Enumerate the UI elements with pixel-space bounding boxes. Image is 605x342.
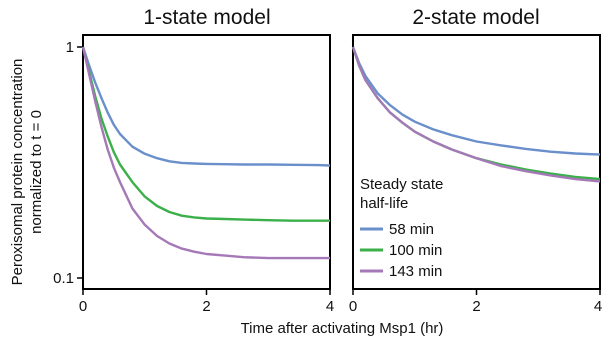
series-line-1state-100min: [81, 46, 330, 222]
x-axis-label: Time after activating Msp1 (hr): [241, 320, 444, 337]
legend-label-143min: 143 min: [389, 263, 442, 280]
x-tick-label-2state-0: 0: [349, 298, 357, 315]
series-line-2state-143min: [351, 46, 601, 183]
y-tick-label-1: 1: [66, 39, 74, 56]
chart-title-1state: 1-state model: [143, 6, 270, 29]
legend-label-58min: 58 min: [389, 221, 434, 238]
x-tick-label-2state-2: 2: [472, 298, 480, 315]
legend-label-100min: 100 min: [389, 242, 442, 259]
y-axis-label: Peroxisomal protein concentration normal…: [9, 59, 45, 286]
series-line-2state-58min: [351, 46, 601, 156]
series-lines-1state: [81, 46, 331, 260]
y-tick-label-0.1: 0.1: [53, 270, 74, 287]
legend: Steady state half-life 58 min 100 min 14…: [360, 176, 443, 280]
x-tick-label-1state-4: 4: [326, 298, 334, 315]
y-axis-label-line2: normalized to t = 0: [28, 110, 45, 234]
chart-title-2state: 2-state model: [412, 6, 539, 29]
legend-title-line2: half-life: [360, 195, 408, 212]
x-tick-label-1state-0: 0: [79, 298, 87, 315]
y-axis-label-line1: Peroxisomal protein concentration: [9, 59, 26, 286]
x-tick-label-1state-2: 2: [202, 298, 210, 315]
series-line-1state-58min: [81, 46, 331, 167]
legend-title-line1: Steady state: [360, 176, 443, 193]
x-tick-label-2state-4: 4: [594, 298, 602, 315]
series-lines-2state: [351, 46, 601, 183]
series-line-1state-143min: [81, 46, 330, 260]
